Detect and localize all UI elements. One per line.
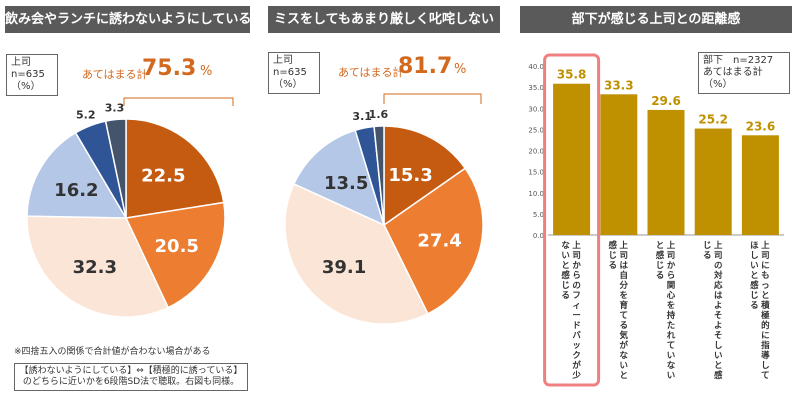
bar-value-label-3: 29.6 xyxy=(651,94,681,108)
y-tick-label: 25.0 xyxy=(528,126,544,134)
pie2-slice-label-4: 13.5 xyxy=(324,173,368,194)
bar-2 xyxy=(600,94,638,236)
pie2-slice-label-1: 15.3 xyxy=(388,165,432,186)
rounding-note: ※四捨五入の関係で合計値が合わない場合がある xyxy=(14,347,211,357)
chart1-title: 飲み会やランチに誘わないようにしている xyxy=(5,6,250,33)
pie1-slice-6 xyxy=(104,118,127,219)
chart2-total-unit: % xyxy=(454,62,467,77)
pie1-slice-label-5: 5.2 xyxy=(76,109,96,122)
pie2-slice-4 xyxy=(292,129,386,227)
category-label-3: 上司から関心を持たれていないと感じる xyxy=(656,240,676,381)
pie-chart-1: 22.5 20.5 32.3 16.2 5.2 3.3 xyxy=(26,97,234,318)
bar-value-label-2: 33.3 xyxy=(604,78,634,92)
chart2-total-value: 81.7 xyxy=(398,54,453,79)
pie1-slice-4 xyxy=(26,131,128,219)
y-tick-label: 5.0 xyxy=(533,211,544,219)
pie1-slice-3 xyxy=(26,215,170,318)
y-tick-label: 35.0 xyxy=(528,84,544,92)
method-note: 【誘わないようにしている】⇔【積極的に誘っている】 のどちらに近いかを6段階SD… xyxy=(14,363,248,391)
pie2-slice-label-3: 39.1 xyxy=(322,257,366,278)
y-tick-label: 10.0 xyxy=(528,190,544,198)
pie2-slice-2 xyxy=(383,167,484,315)
pie-chart-2: 15.3 27.4 39.1 13.5 3.11.6 xyxy=(284,93,484,325)
y-tick-label: 15.0 xyxy=(528,169,544,177)
pie2-slice-label-2: 27.4 xyxy=(417,230,461,251)
chart2-respondents-box: 上司 n=635 （%） xyxy=(268,52,320,94)
chart1-total-label: あてはまる計 xyxy=(82,68,148,81)
y-tick-label: 30.0 xyxy=(528,105,544,113)
category-label-4: 上司の対応はよそよそしいと感じる xyxy=(703,240,723,381)
bar-4 xyxy=(694,128,732,235)
bar-3 xyxy=(647,109,685,235)
pie2-slice-label-6: 1.6 xyxy=(369,108,389,121)
bar-1 xyxy=(553,83,591,236)
pie1-slice-label-6: 3.3 xyxy=(105,102,125,115)
chart3-legend-box: 部下 n=2327 あてはまる計（%） xyxy=(698,52,790,94)
category-label-5: 上司にもっと積極的に指導してほしいと感じる xyxy=(750,240,770,381)
pie2-slice-1 xyxy=(383,125,467,227)
bar-value-label-1: 35.8 xyxy=(557,68,587,82)
pie1-slice-1 xyxy=(125,118,225,219)
highlight-frame xyxy=(543,53,601,387)
chart1-total-value: 75.3 xyxy=(142,56,197,81)
pie2-total-bracket xyxy=(383,93,482,104)
pie2-slice-3 xyxy=(284,182,429,325)
pie1-slice-label-4: 16.2 xyxy=(54,180,98,201)
category-label-2: 上司は自分を育てる気がないと感じる xyxy=(609,240,629,381)
pie1-slice-2 xyxy=(124,201,226,309)
category-label-1: 上司からのフィードバックが少ないと感じる xyxy=(561,240,581,381)
chart2-title: ミスをしてもあまり厳しく叱咤しない xyxy=(268,6,500,33)
chart3-title: 部下が感じる上司との距離感 xyxy=(520,6,792,33)
pie1-slice-label-2: 20.5 xyxy=(155,236,199,257)
pie1-slice-label-3: 32.3 xyxy=(73,257,117,278)
y-tick-label: 40.0 xyxy=(528,63,544,71)
bar-chart: 0.0 5.0 10.0 15.0 20.0 25.0 30.0 35.0 40.0 35.8 上司… xyxy=(528,53,784,387)
chart1-respondents-box: 上司 n=635 （%） xyxy=(6,54,58,96)
bar-value-label-5: 23.6 xyxy=(746,119,776,133)
bar-5 xyxy=(741,135,779,235)
pie2-slice-6 xyxy=(373,125,385,226)
pie2-slice-label-5: 3.1 xyxy=(352,110,372,123)
chart1-total-unit: % xyxy=(200,64,213,79)
bar-value-label-4: 25.2 xyxy=(698,113,728,127)
pie1-slice-label-1: 22.5 xyxy=(141,165,185,186)
pie1-total-bracket xyxy=(123,97,234,106)
y-tick-label: 0.0 xyxy=(533,232,544,240)
chart2-total-label: あてはまる計 xyxy=(338,66,404,79)
y-tick-label: 20.0 xyxy=(528,148,544,156)
